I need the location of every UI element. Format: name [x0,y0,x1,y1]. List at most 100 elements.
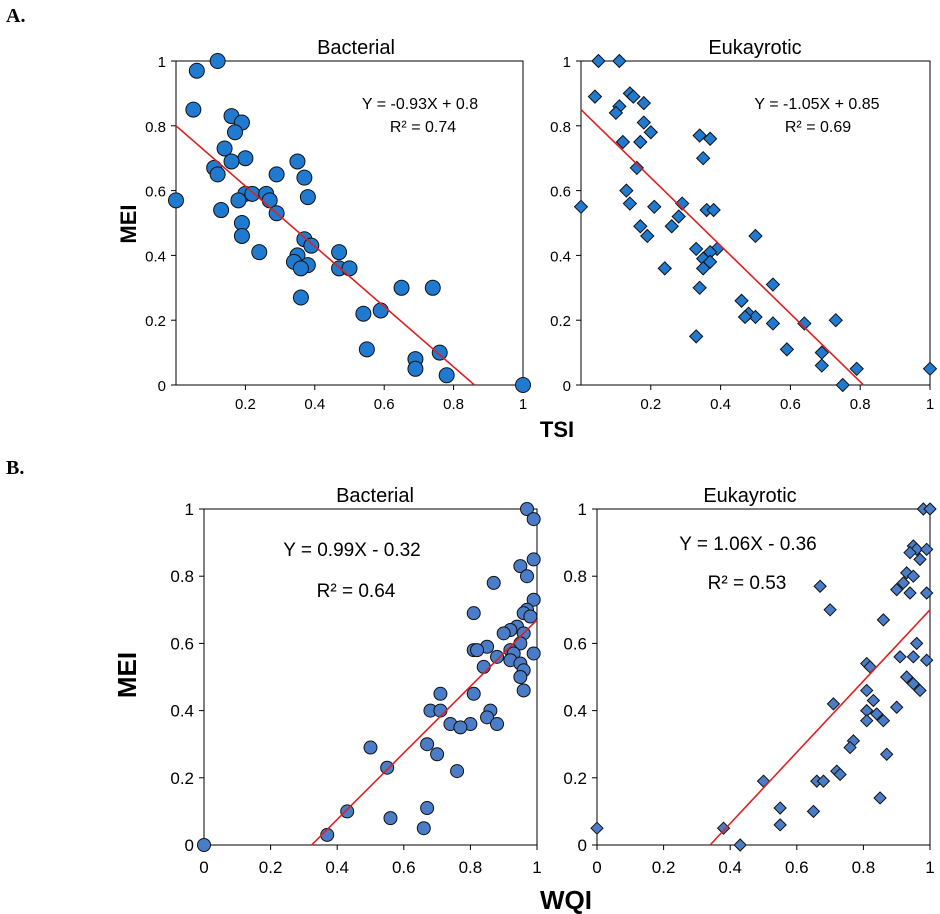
data-point [797,316,812,331]
data-point [292,260,309,277]
y-tick-label: 1 [185,500,194,519]
data-point [424,279,441,296]
data-point [906,650,921,664]
x-tick-label: 0.2 [652,858,676,877]
data-point [889,582,904,597]
plot-frame [596,508,931,846]
data-point [420,801,435,816]
data-point [515,377,531,393]
data-point [292,289,309,306]
data-point [230,192,247,209]
data-point [466,606,481,621]
data-point [608,105,624,121]
data-point [523,609,538,624]
y-tick-label: 0 [158,378,166,395]
chart-title: Eukayrotic [708,37,801,59]
data-point [591,53,606,69]
y-tick-label: 0.2 [145,313,166,330]
data-point [748,309,763,325]
regression-line [580,109,865,386]
data-point [251,244,268,261]
data-point [490,717,505,732]
data-point [420,737,435,752]
x-tick-label: 0.8 [459,858,483,877]
x-tick-label: 0.6 [780,396,801,413]
data-point [633,134,648,150]
data-point [486,575,501,590]
plot-frame [580,60,931,386]
data-point [526,512,541,527]
data-point [383,811,398,826]
data-point [372,302,389,319]
data-point [331,244,348,261]
data-point [470,643,485,658]
x-tick-label: 0.4 [304,396,325,413]
data-point [692,128,707,143]
data-point [209,166,226,183]
regression-equation: Y = 0.99X - 0.32 [283,540,421,561]
data-point [466,686,481,701]
data-point [664,219,679,234]
data-point [526,552,541,567]
data-point [587,89,603,104]
chart-b-bacterial: Bacterial Y = 0.99X - 0.32 R² = 0.64 0 0.… [170,485,541,877]
y-tick-label: 0.4 [170,702,194,721]
y-tick-label: 0.2 [170,769,194,788]
data-point [688,329,704,344]
r-squared-label: R² = 0.74 [390,119,456,136]
data-point [516,683,531,698]
panel-a-y-axis-label: MEI [116,204,141,243]
y-tick-label: 0.4 [145,248,166,265]
data-point [526,646,541,661]
data-point [814,358,830,373]
data-point [237,150,254,167]
x-tick-label: 0.4 [325,858,349,877]
data-point [431,344,448,361]
y-tick-label: 0.4 [563,702,587,721]
y-tick-label: 0 [185,836,194,855]
y-tick-label: 0.6 [145,184,166,201]
data-point [223,153,240,170]
data-point [765,316,781,331]
y-tick-label: 0.8 [170,567,194,586]
data-point [619,183,634,198]
x-tick-label: 0.8 [852,858,876,877]
data-point [906,569,921,583]
y-tick-label: 0.6 [550,184,571,201]
data-point [716,821,731,835]
data-point [380,760,395,775]
x-tick-label: 0.6 [392,858,416,877]
x-tick-label: 0 [592,858,601,877]
data-point [695,150,711,166]
regression-line [310,619,538,846]
data-point [453,720,468,735]
x-tick-label: 0.2 [235,396,256,413]
data-point [688,241,704,257]
data-point [733,838,747,852]
x-tick-label: 1 [926,396,934,413]
data-point [407,360,424,377]
data-point [906,677,921,691]
regression-equation: Y = -0.93X + 0.8 [362,96,478,113]
chart-title: Bacterial [336,485,414,507]
data-point [296,169,313,186]
y-tick-label: 1 [158,54,166,71]
data-point [903,545,917,560]
chart-a-eukaryotic: Eukayrotic Y = -1.05X + 0.85 R² = 0.69 0… [550,37,938,413]
chart-a-bacterial: Bacterial Y = -0.93X + 0.8 R² = 0.74 0 0.… [145,37,531,413]
y-tick-label: 0.8 [145,119,166,136]
data-point [358,341,375,358]
data-point [615,134,631,150]
data-point [490,649,505,664]
data-point [692,280,707,296]
data-point [647,199,662,215]
y-tick-label: 1 [578,500,587,519]
data-point [168,192,184,209]
data-point [835,377,850,393]
r-squared-label: R² = 0.69 [785,119,851,136]
data-point [636,95,652,111]
data-point [903,586,917,600]
data-point [233,227,250,244]
data-point [843,740,857,755]
data-point [633,219,648,234]
